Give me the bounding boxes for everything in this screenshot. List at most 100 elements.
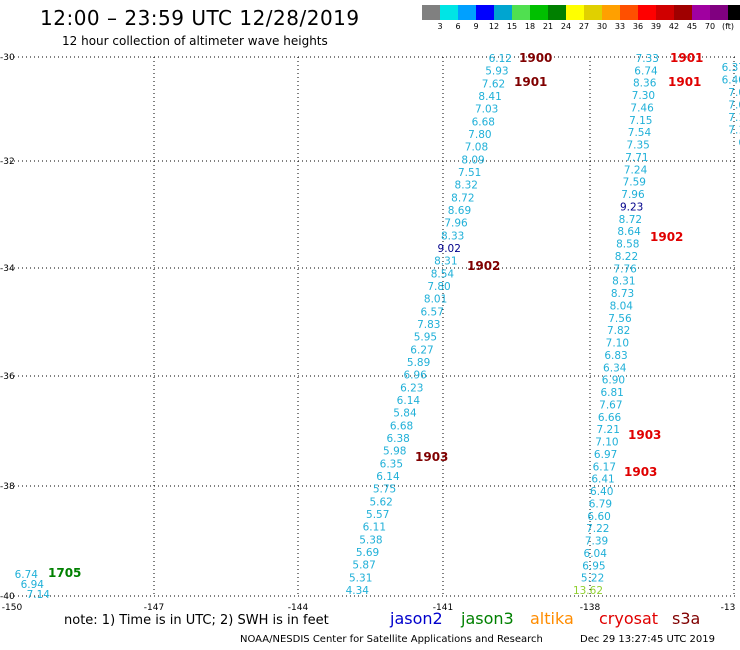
track-b-value: 7.35 <box>626 140 649 152</box>
track-b-value: 5.22 <box>581 573 604 585</box>
track-a-value: 6.35 <box>380 458 403 470</box>
track-a-value: 8.54 <box>431 268 455 280</box>
time-label: 1901 <box>514 75 547 89</box>
track-b-value: 6.66 <box>598 412 622 424</box>
time-label: 1900 <box>519 51 552 65</box>
track-a-value: 7.03 <box>475 104 498 116</box>
track-a-value: 7.83 <box>417 319 440 331</box>
legend-label: (ft) <box>721 22 735 31</box>
sat-label-jason3: jason3 <box>461 609 514 628</box>
footer: NOAA/NESDIS Center for Satellite Applica… <box>240 634 740 645</box>
track-a-value: 6.11 <box>363 522 386 534</box>
legend-swatch <box>710 5 728 20</box>
legend-label: 3 <box>437 22 443 31</box>
legend-swatch <box>656 5 674 20</box>
track-b-value: 7.67 <box>599 399 622 411</box>
track-c-value: 7.0 <box>728 87 740 99</box>
track-b-value: 8.04 <box>610 300 634 312</box>
legend-label: 21 <box>542 22 554 31</box>
track-a-value: 5.89 <box>407 357 430 369</box>
legend-swatch <box>620 5 638 20</box>
track-a-value: 5.38 <box>359 534 382 546</box>
legend-label: 42 <box>668 22 680 31</box>
track-c-value: 6 <box>738 137 740 149</box>
time-label: 1901 <box>670 51 703 65</box>
legend-swatch <box>692 5 710 20</box>
legend-label: 9 <box>473 22 479 31</box>
legend-swatch <box>728 5 740 20</box>
track-b-value: 7.22 <box>586 523 609 535</box>
track-b-value: 8.58 <box>616 239 639 251</box>
track-b-value: 7.15 <box>629 115 652 127</box>
track-b-value: 6.90 <box>602 375 625 387</box>
lat-tick-label: -30 <box>0 53 15 63</box>
track-c-value: 7.0 <box>728 100 740 112</box>
track-b-value: 7.56 <box>608 313 632 325</box>
track-a-value: 6.27 <box>410 344 433 356</box>
track-c-value: 6.40 <box>722 75 740 87</box>
track-a-value: 7.51 <box>458 167 481 179</box>
track-b-value: 8.31 <box>612 276 635 288</box>
track-a-value: 5.69 <box>356 547 379 559</box>
track-a-value: 7.62 <box>482 78 505 90</box>
track-a-value: 8.32 <box>455 180 478 192</box>
legend-swatch <box>530 5 548 20</box>
track-b-value: 7.33 <box>636 53 659 65</box>
page-subtitle: 12 hour collection of altimeter wave hei… <box>62 34 328 48</box>
track-a-value: 6.57 <box>421 306 444 318</box>
lat-tick-label: -40 <box>0 592 15 602</box>
track-a-value: 5.95 <box>414 332 437 344</box>
track-a-value: 6.12 <box>489 53 512 65</box>
track-a-value: 8.33 <box>441 230 464 242</box>
track-b-value: 6.34 <box>603 362 627 374</box>
lon-tick-label: -147 <box>144 603 164 613</box>
track-b-value: 7.21 <box>597 424 620 436</box>
track-b-value: 9.23 <box>620 201 643 213</box>
color-legend <box>422 5 740 20</box>
legend-swatch <box>674 5 692 20</box>
track-a-value: 8.72 <box>451 192 474 204</box>
lon-tick-label: -138 <box>580 603 601 613</box>
sat-label-altika: altika <box>530 609 574 628</box>
legend-label: 36 <box>632 22 644 31</box>
note-text: note: 1) Time is in UTC; 2) SWH is in fe… <box>64 613 329 628</box>
track-d-value: 7.14 <box>27 589 51 601</box>
time-label: 1902 <box>650 230 683 244</box>
lon-tick-label: -144 <box>288 603 309 613</box>
footer-credit: NOAA/NESDIS Center for Satellite Applica… <box>240 634 543 645</box>
legend-label: 33 <box>614 22 626 31</box>
track-b-value: 6.17 <box>593 461 616 473</box>
track-a-value: 7.96 <box>444 218 468 230</box>
track-c-value: 6.37 <box>722 62 740 74</box>
lon-tick-label: -13 <box>721 603 736 613</box>
track-a-value: 6.38 <box>386 433 409 445</box>
track-a-value: 7.80 <box>468 129 491 141</box>
track-c-value: 7.1 <box>728 112 740 124</box>
time-label: 1903 <box>415 450 448 464</box>
time-label: 1902 <box>467 259 500 273</box>
track-a-value: 6.14 <box>376 471 400 483</box>
track-b-value: 13.62 <box>573 585 603 597</box>
legend-swatch <box>494 5 512 20</box>
track-b-value: 7.54 <box>628 127 652 139</box>
track-b-value: 6.41 <box>591 474 614 486</box>
track-a-value: 8.09 <box>461 154 484 166</box>
legend-swatch <box>566 5 584 20</box>
track-b-value: 8.36 <box>633 78 657 90</box>
time-label: 1705 <box>48 566 81 580</box>
legend-swatch <box>602 5 620 20</box>
legend-label: 24 <box>560 22 572 31</box>
track-b-value: 7.10 <box>606 338 629 350</box>
track-a-value: 7.08 <box>465 142 488 154</box>
track-a-value: 5.98 <box>383 446 406 458</box>
track-a-value: 5.84 <box>393 408 417 420</box>
track-b-value: 8.22 <box>615 251 638 263</box>
track-b-value: 7.82 <box>607 325 630 337</box>
track-b-value: 8.72 <box>619 214 642 226</box>
legend-swatch <box>548 5 566 20</box>
lat-tick-label: -38 <box>0 482 15 492</box>
time-label: 1901 <box>668 75 701 89</box>
legend-label: 12 <box>488 22 500 31</box>
legend-label: 70 <box>704 22 716 31</box>
